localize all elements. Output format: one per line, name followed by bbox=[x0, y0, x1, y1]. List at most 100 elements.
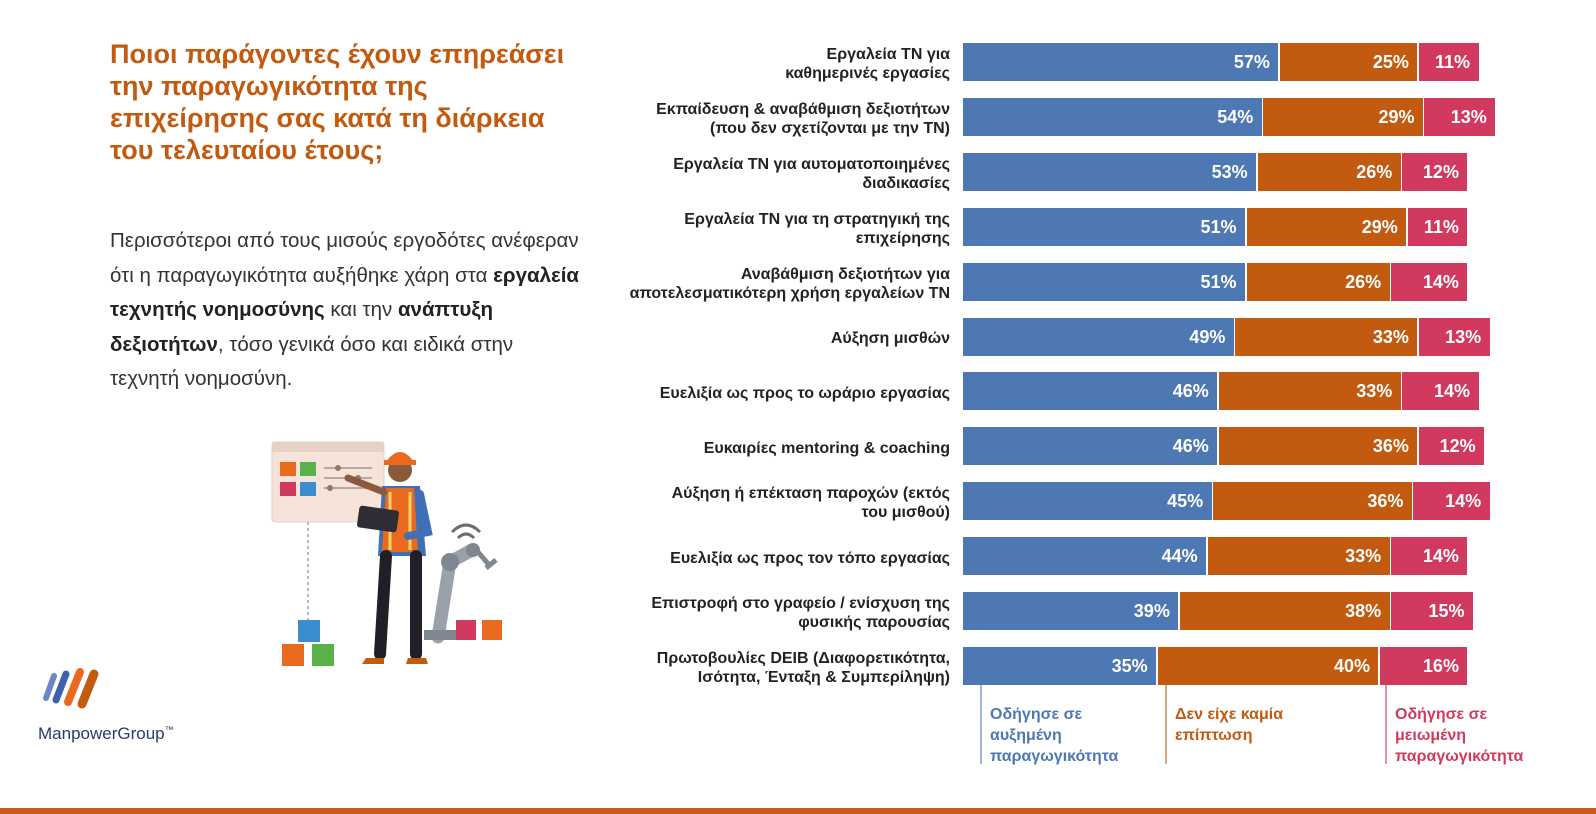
bar-segment bbox=[963, 317, 1234, 356]
bar-segment bbox=[1418, 43, 1479, 81]
bar-segment bbox=[1179, 592, 1390, 630]
stacked-bar-chart: Εργαλεία ΤΝ για καθημερινές εργασίες 57% 25… bbox=[580, 30, 1590, 810]
bar-segment bbox=[1418, 427, 1485, 466]
value-label: 33% bbox=[1372, 326, 1409, 347]
bar-segment bbox=[963, 262, 1246, 301]
body-bold-1: εργαλεία τεχνητής νοημοσύνης bbox=[110, 263, 579, 322]
bar-segment bbox=[1246, 262, 1390, 301]
category-label-line: Πρωτοβουλίες DEIB (Διαφορετικότητα, bbox=[656, 649, 950, 667]
value-label: 46% bbox=[1172, 381, 1209, 402]
bar-segment bbox=[1246, 207, 1407, 246]
category-label-line: (που δεν σχετίζονται με την ΤΝ) bbox=[710, 119, 950, 137]
category-label-line: Αύξηση μισθών bbox=[830, 330, 950, 347]
left-panel: Ποιοι παράγοντες έχουν επηρεάσει την παρ… bbox=[0, 0, 600, 814]
value-label: 12% bbox=[1439, 436, 1476, 457]
value-label: 33% bbox=[1345, 546, 1382, 567]
bar-segment bbox=[963, 427, 1218, 466]
manpowergroup-logo: ManpowerGroup™ bbox=[38, 662, 208, 752]
value-label: 46% bbox=[1172, 436, 1209, 457]
legend-item-line: επίπτωση bbox=[1175, 727, 1253, 744]
bar-segment bbox=[963, 482, 1212, 521]
bar-segment bbox=[963, 207, 1246, 246]
bar-segment bbox=[1413, 482, 1490, 521]
bar-segment bbox=[1380, 646, 1468, 685]
bar-segment bbox=[1157, 646, 1379, 685]
bar-segment bbox=[1235, 317, 1418, 356]
value-label: 51% bbox=[1200, 216, 1237, 237]
value-label: 38% bbox=[1345, 601, 1382, 621]
body-part-3: , τόσο γενικά όσο και ειδικά στην τεχνητ… bbox=[110, 332, 514, 391]
category-label: Πρωτοβουλίες DEIB (Διαφορετικότητα, Ισότη… bbox=[580, 649, 950, 687]
bar-segment bbox=[1207, 537, 1390, 576]
category-label-line: Εργαλεία ΤΝ για τη στρατηγική της bbox=[684, 210, 950, 228]
category-label-line: αποτελεσματικότερη χρήση εργαλείων ΤΝ bbox=[629, 284, 950, 302]
body-bold-2: ανάπτυξη δεξιοτήτων bbox=[110, 298, 493, 356]
value-label: 11% bbox=[1435, 52, 1471, 72]
value-label: 39% bbox=[1133, 601, 1170, 621]
value-label: 14% bbox=[1422, 546, 1459, 567]
category-label-line: Επιστροφή στο γραφείο / ενίσχυση της bbox=[651, 595, 950, 612]
logo-wordmark: ManpowerGroup™ bbox=[38, 724, 174, 743]
value-label: 11% bbox=[1423, 216, 1459, 237]
category-label-line: Ευελιξία ως προς τον τόπο εργασίας bbox=[670, 549, 950, 567]
bar-segment bbox=[1213, 482, 1412, 521]
bar-segment bbox=[1391, 262, 1468, 301]
legend-line bbox=[1385, 676, 1387, 764]
page-title: Ποιοι παράγοντες έχουν επηρεάσει την παρ… bbox=[110, 39, 565, 165]
category-label: Εργαλεία ΤΝ για καθημερινές εργασίες bbox=[580, 45, 950, 83]
value-label: 26% bbox=[1345, 271, 1382, 292]
category-label-line: Εκπαίδευση & αναβάθμιση δεξιοτήτων bbox=[656, 100, 950, 118]
value-label: 29% bbox=[1361, 216, 1398, 237]
category-label-line: Αύξηση ή επέκταση παροχών (εκτός bbox=[671, 485, 950, 503]
value-label: 36% bbox=[1372, 436, 1409, 457]
category-label: Επιστροφή στο γραφείο / ενίσχυση της φυσι… bbox=[580, 594, 950, 632]
bar-segment bbox=[1391, 537, 1468, 576]
bar-segment bbox=[963, 43, 1279, 81]
body-part-1: Περισσότεροι από τους μισούς εργοδότες α… bbox=[110, 229, 579, 287]
category-label-line: Ισότητα, Ένταξη & Συμπερίληψη) bbox=[697, 668, 950, 686]
category-label-line: Ευελιξία ως προς το ωράριο εργασίας bbox=[659, 384, 950, 402]
bar-segment bbox=[963, 537, 1207, 576]
legend-item-line: παραγωγικότητα bbox=[1395, 748, 1524, 765]
value-label: 14% bbox=[1445, 491, 1482, 512]
category-label-line: καθημερινές εργασίες bbox=[785, 65, 950, 82]
value-label: 54% bbox=[1217, 106, 1254, 127]
legend-item-line: μειωμένη bbox=[1395, 727, 1467, 744]
value-label: 51% bbox=[1200, 271, 1237, 292]
category-label: Ευκαιρίες mentoring & coaching bbox=[580, 439, 950, 458]
bar-segment bbox=[963, 592, 1179, 630]
legend-line bbox=[980, 676, 982, 764]
value-label: 35% bbox=[1111, 655, 1148, 676]
category-label: Εργαλεία ΤΝ για τη στρατηγική της επιχείρ… bbox=[580, 210, 950, 248]
bar-segment bbox=[1218, 372, 1401, 411]
body-part-2: και την bbox=[324, 298, 398, 321]
body-text: Περισσότεροι από τους μισούς εργοδότες α… bbox=[110, 224, 580, 397]
bar-segment bbox=[1218, 427, 1418, 466]
value-label: 14% bbox=[1422, 271, 1459, 292]
legend-dot bbox=[1162, 672, 1170, 680]
value-label: 29% bbox=[1378, 106, 1415, 127]
category-label-line: του μισθού) bbox=[861, 504, 950, 522]
bar-segment bbox=[1257, 152, 1401, 191]
category-label: Εκπαίδευση & αναβάθμιση δεξιοτήτων (που δ… bbox=[580, 100, 950, 138]
legend-item-line: Οδήγησε σε bbox=[990, 706, 1083, 723]
category-label-line: επιχείρησης bbox=[855, 229, 950, 247]
bar-segment bbox=[1263, 97, 1423, 136]
value-label: 13% bbox=[1450, 106, 1487, 127]
legend-item: Οδήγησε σε μειωμένη παραγωγικότητα bbox=[1395, 704, 1523, 767]
worker-robot-illustration bbox=[271, 441, 502, 666]
legend-line bbox=[1165, 676, 1167, 764]
bar-segment bbox=[963, 372, 1218, 411]
value-label: 25% bbox=[1372, 52, 1409, 72]
bar-segment bbox=[1418, 317, 1490, 356]
value-label: 13% bbox=[1445, 326, 1482, 347]
value-label: 15% bbox=[1428, 601, 1465, 621]
category-label-line: Αναβάθμιση δεξιοτήτων για bbox=[740, 265, 950, 283]
value-label: 49% bbox=[1189, 326, 1226, 347]
value-label: 14% bbox=[1434, 381, 1471, 402]
category-label: Αναβάθμιση δεξιοτήτων για αποτελεσματικότ… bbox=[580, 265, 950, 303]
category-label-line: Εργαλεία ΤΝ για αυτοματοποιημένες bbox=[673, 155, 950, 173]
value-label: 53% bbox=[1211, 161, 1248, 182]
legend-dot bbox=[977, 672, 985, 680]
bar-segment bbox=[1402, 152, 1468, 191]
